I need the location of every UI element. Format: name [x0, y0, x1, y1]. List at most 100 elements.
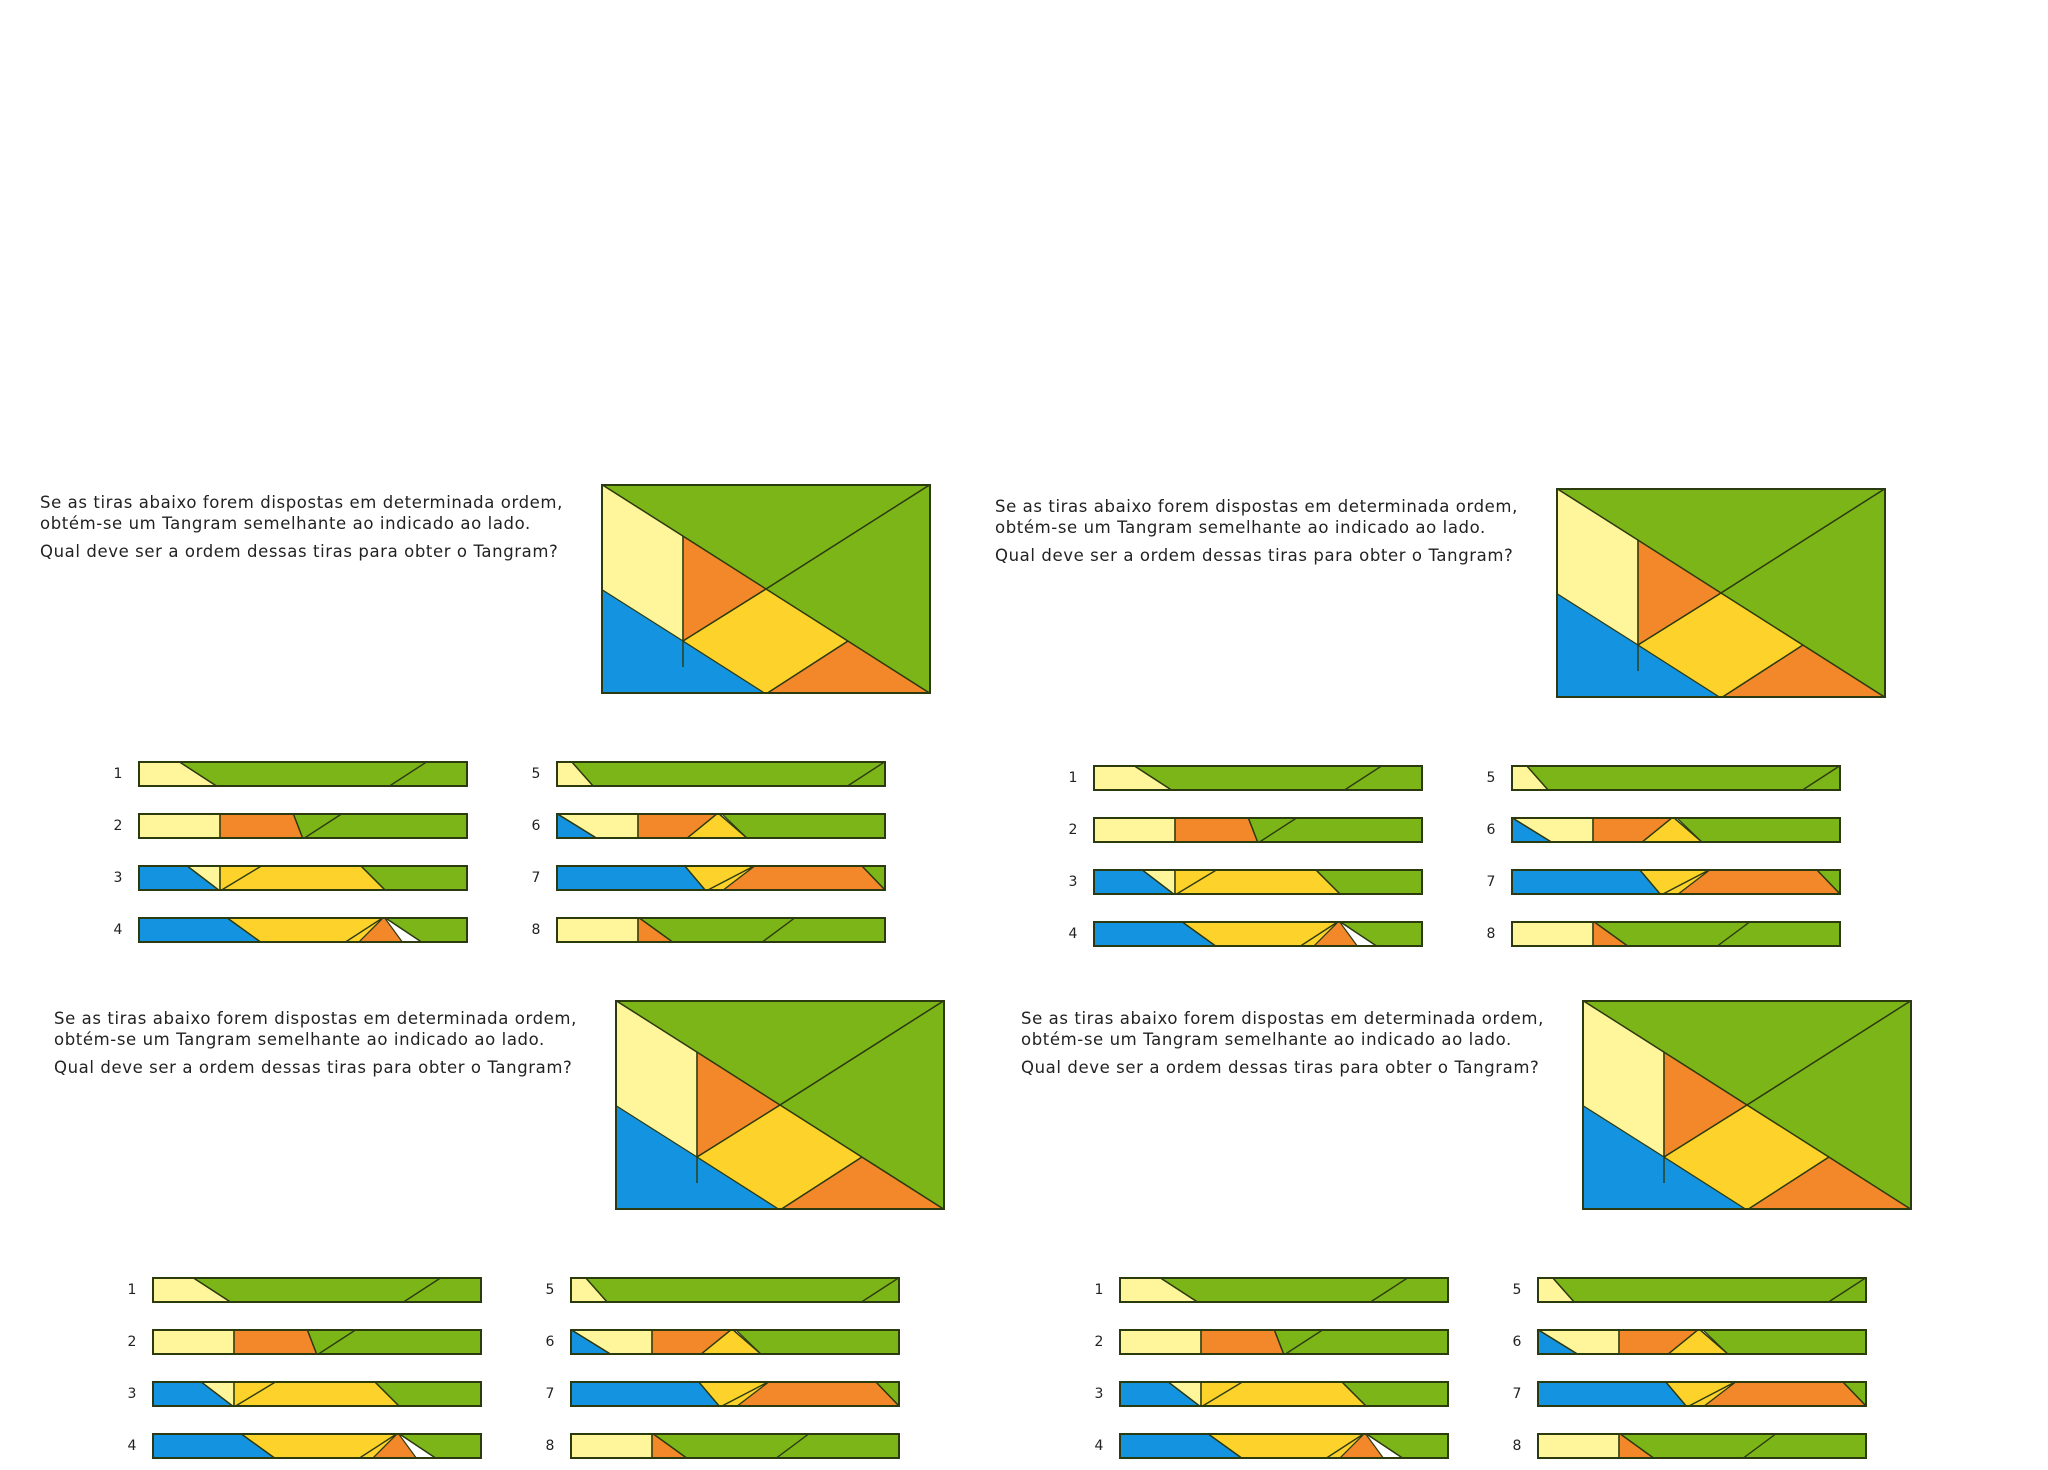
strip-segment-light-yellow	[1536, 1432, 1620, 1460]
strip-number-label: 8	[545, 1438, 555, 1454]
strip-number-label: 4	[127, 1438, 137, 1454]
strip-edge	[860, 864, 887, 892]
tangram-strip-5	[1536, 1276, 1868, 1304]
strip-segment-blue	[569, 1380, 721, 1408]
strip-edge	[233, 1380, 278, 1408]
strip-segment-orange	[219, 812, 304, 840]
tangram-edge	[1663, 1104, 1748, 1158]
strip-segment-light-yellow	[555, 916, 639, 944]
strip-number-label: 1	[127, 1282, 137, 1298]
strip-edge	[717, 812, 749, 840]
strip-svg	[555, 760, 887, 788]
strip-edge	[1257, 816, 1299, 844]
strip-number-label: 4	[1068, 926, 1078, 942]
strip-segment-green	[734, 1328, 901, 1356]
strip-edge	[845, 760, 887, 788]
strip-edge	[637, 916, 675, 944]
strip-svg	[137, 760, 469, 788]
tangram-frame	[601, 484, 931, 694]
strip-edge	[1340, 1380, 1368, 1408]
question-text: Qual deve ser a ordem dessas tiras para …	[40, 542, 559, 561]
strip-svg	[137, 916, 469, 944]
tangram-edge	[1746, 1156, 1830, 1211]
tangram-svg	[614, 999, 946, 1211]
strip-number-label: 2	[127, 1334, 137, 1350]
strip-number-label: 2	[113, 818, 123, 834]
strip-edge	[1715, 920, 1752, 948]
strip-segment-light-yellow	[137, 812, 221, 840]
tangram-strip-6	[1510, 816, 1842, 844]
strip-svg	[569, 1276, 901, 1304]
strip-number-label: 5	[1512, 1282, 1522, 1298]
strip-number-label: 3	[1094, 1386, 1104, 1402]
strip-number-label: 1	[113, 766, 123, 782]
tangram-strip-5	[555, 760, 887, 788]
strip-number-label: 7	[1512, 1386, 1522, 1402]
strip-segment-light-yellow	[151, 1328, 235, 1356]
tangram-strip-4	[1092, 920, 1424, 948]
strip-edge	[199, 1380, 235, 1408]
strip-frame	[570, 1329, 900, 1355]
strip-edge	[383, 916, 424, 944]
strip-svg	[1092, 816, 1424, 844]
strip-number-label: 1	[1094, 1282, 1104, 1298]
strip-svg	[137, 864, 469, 892]
strip-segment-green	[1247, 816, 1424, 844]
strip-svg	[1536, 1432, 1868, 1460]
tangram-edge	[779, 1156, 863, 1211]
strip-svg	[555, 864, 887, 892]
strip-number-label: 6	[1486, 822, 1496, 838]
strip-frame	[1511, 817, 1841, 843]
strip-segment-yellow	[219, 864, 387, 892]
tangram-exercise-card: Se as tiras abaixo forem dispostas em de…	[40, 483, 950, 954]
strip-edge	[1638, 868, 1662, 896]
strip-edge	[1551, 1276, 1576, 1304]
strip-number-label: 8	[1512, 1438, 1522, 1454]
strip-segment-yellow	[233, 1380, 401, 1408]
strip-edge	[569, 1328, 613, 1356]
strip-segment-green	[1701, 1328, 1868, 1356]
strip-svg	[1510, 868, 1842, 896]
strip-edge	[705, 864, 757, 892]
strip-edge	[373, 1380, 401, 1408]
tangram-svg	[1581, 999, 1913, 1211]
strip-edge	[191, 1276, 233, 1304]
tangram-strip-3	[151, 1380, 483, 1408]
strip-frame	[1537, 1329, 1867, 1355]
strip-frame	[570, 1277, 900, 1303]
exercise-prompt: Se as tiras abaixo forem dispostas em de…	[1021, 1008, 1581, 1085]
strip-edge	[1800, 764, 1842, 792]
strip-segment-light-yellow	[1092, 816, 1176, 844]
strip-segment-green	[191, 1276, 483, 1304]
tangram-strip-3	[1118, 1380, 1450, 1408]
strip-frame	[556, 813, 886, 839]
tangram-frame	[615, 1000, 945, 1210]
exercise-prompt: Se as tiras abaixo forem dispostas em de…	[995, 496, 1555, 573]
strip-edge	[1841, 1380, 1868, 1408]
strip-svg	[1118, 1432, 1450, 1460]
tangram-strip-8	[569, 1432, 901, 1460]
tangram-edge	[696, 1104, 781, 1158]
tangram-strip-1	[137, 760, 469, 788]
strip-segment-orange	[1174, 816, 1259, 844]
tangram-edge	[1637, 592, 1722, 646]
strip-segment-green	[177, 760, 469, 788]
strip-frame	[1093, 765, 1423, 791]
tangram-exercise-card: Se as tiras abaixo forem dispostas em de…	[1021, 999, 1931, 1470]
strip-frame	[556, 865, 886, 891]
strip-number-label: 8	[1486, 926, 1496, 942]
strip-segment-green	[1675, 816, 1842, 844]
tangram-frame	[1556, 488, 1886, 698]
strip-edge	[401, 1276, 443, 1304]
tangram-strip-8	[1510, 920, 1842, 948]
strip-edge	[1273, 1328, 1285, 1356]
strip-svg	[1118, 1276, 1450, 1304]
strip-edge	[1664, 1380, 1688, 1408]
tangram-strip-4	[151, 1432, 483, 1460]
strip-edge	[306, 1328, 318, 1356]
tangram-edge	[682, 588, 767, 642]
strip-edge	[219, 864, 264, 892]
strip-edge	[859, 1276, 901, 1304]
strip-edge	[731, 1328, 763, 1356]
strip-edge	[685, 812, 719, 840]
